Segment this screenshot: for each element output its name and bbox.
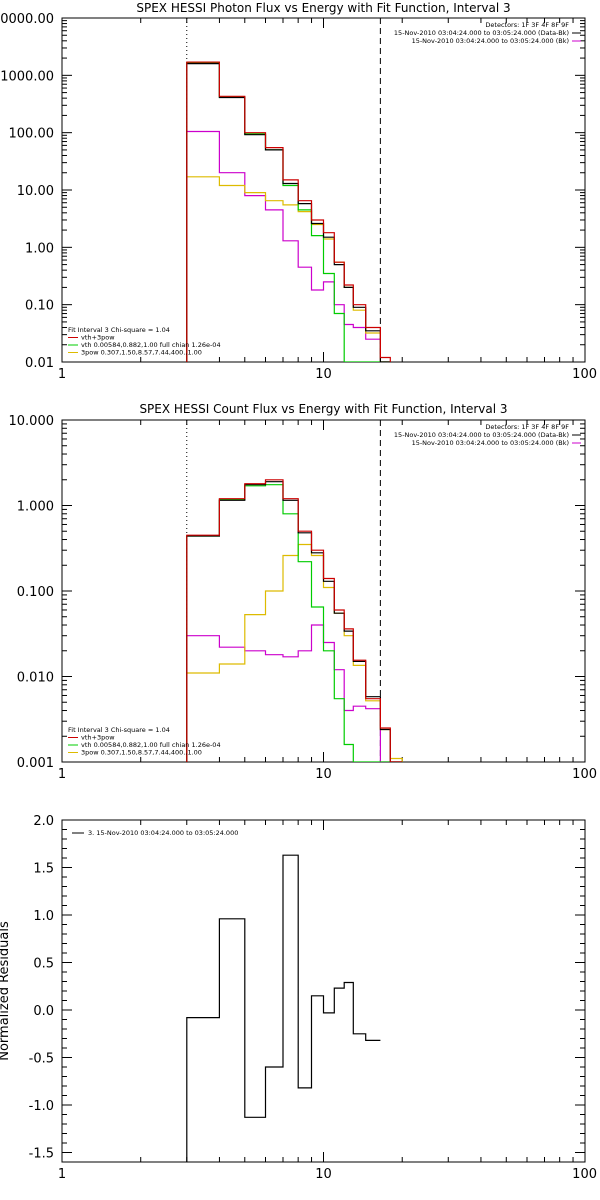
x-tick-label: 1 (58, 767, 66, 782)
x-tick-label: 10 (315, 1167, 332, 1182)
legend-entry: 15-Nov-2010 03:04:24.000 to 03:05:24.000… (412, 37, 569, 45)
series-group (186, 479, 403, 762)
y-tick-label: 0000.00 (0, 12, 54, 27)
y-tick-label: 10.000 (9, 414, 55, 429)
legend-entry: 3pow 0.307,1.50,8.57,7.44,400.,1.00 (81, 749, 202, 757)
x-tick-label: 10 (315, 767, 332, 782)
plot-frame (61, 419, 586, 763)
series-line-3pow (186, 176, 391, 362)
legend-entry: vth 0.00584,0.882,1.00 full chian 1.26e-… (81, 341, 221, 349)
legend-entry: 3. 15-Nov-2010 03:04:24.000 to 03:05:24.… (88, 829, 238, 837)
legend-entry: 15-Nov-2010 03:04:24.000 to 03:05:24.000… (412, 439, 569, 447)
series-line-vth (186, 62, 391, 362)
legend-entry: Detectors: 1F 3F 4F 8F 9F (485, 423, 569, 431)
y-tick-label: 10.00 (17, 184, 54, 199)
y-tick-label: 1000.00 (0, 69, 54, 84)
y-tick-label: 1.00 (25, 241, 54, 256)
series-line-3-15-nov-2010-03-04-24-000-to-03-05-24-000 (186, 854, 381, 1162)
legend-entry: Fit Interval 3 Chi-square = 1.04 (68, 726, 170, 734)
series-line-3pow (186, 543, 403, 762)
chart-panel-3: 1 10 100 -1.5 -1.0 -0.5 0.0 0.5 1.0 1.5 2.0 Normali… (0, 814, 597, 1182)
y-tick-label: 1.000 (17, 500, 54, 515)
legend-entry: 3pow 0.307,1.50,8.57,7.44,400.,1.00 (81, 349, 202, 357)
y-tick-label: -1.5 (29, 1147, 54, 1162)
y-tick-label: 0.010 (17, 671, 54, 686)
chart-title: SPEX HESSI Count Flux vs Energy with Fit… (139, 402, 507, 416)
x-tick-label: 10 (315, 367, 332, 382)
series-group (186, 854, 381, 1162)
y-tick-label: -0.5 (29, 1052, 54, 1067)
chart-panel-2: SPEX HESSI Count Flux vs Energy with Fit… (9, 402, 598, 782)
series-group (186, 61, 391, 362)
y-tick-label: 0.01 (25, 356, 54, 371)
chart-panel-1: SPEX HESSI Photon Flux vs Energy with Fi… (0, 1, 597, 382)
y-tick-label: 100.00 (9, 127, 55, 142)
legend-entry: Detectors: 1F 3F 4F 8F 9F (485, 21, 569, 29)
y-tick-label: 0.10 (25, 299, 54, 314)
x-tick-label: 1 (58, 1167, 66, 1182)
series-line-vth-3pow (186, 479, 403, 762)
y-tick-label: 1.5 (33, 862, 54, 877)
legend-entry: 15-Nov-2010 03:04:24.000 to 03:05:24.000… (394, 431, 569, 439)
chart-title: SPEX HESSI Photon Flux vs Energy with Fi… (136, 1, 510, 15)
y-tick-label: 0.100 (17, 585, 54, 600)
legend-entry: 15-Nov-2010 03:04:24.000 to 03:05:24.000… (394, 29, 569, 37)
plot-frame (61, 17, 586, 363)
x-tick-label: 1 (58, 367, 66, 382)
y-axis-label: Normalized Residuals (0, 921, 12, 1061)
legend-entry: vth 0.00584,0.882,1.00 full chian 1.26e-… (81, 741, 221, 749)
y-tick-label: 0.5 (33, 957, 54, 972)
legend-entry: Fit Interval 3 Chi-square = 1.04 (68, 326, 170, 334)
y-tick-label: 1.0 (33, 909, 54, 924)
series-line-bk (186, 130, 391, 362)
y-tick-label: 2.0 (33, 814, 54, 829)
legend-entry: vth+3pow (81, 334, 115, 342)
y-tick-label: 0.001 (17, 756, 54, 771)
legend-entry: vth+3pow (81, 734, 115, 742)
series-line-data-bk (186, 63, 391, 362)
y-tick-label: 0.0 (33, 1004, 54, 1019)
x-tick-label: 100 (572, 367, 597, 382)
plot-frame (61, 819, 586, 1163)
x-tick-label: 100 (572, 767, 597, 782)
x-tick-label: 100 (572, 1167, 597, 1182)
series-line-vth-3pow (186, 61, 391, 362)
y-tick-label: -1.0 (29, 1099, 54, 1114)
